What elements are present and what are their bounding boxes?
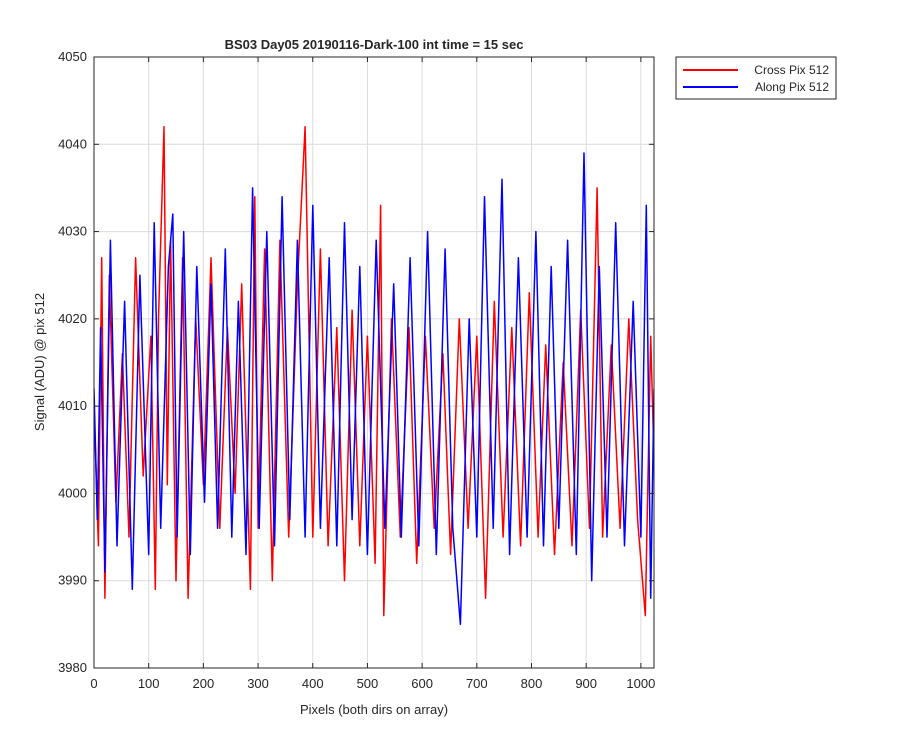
x-tick-label: 800 — [521, 676, 543, 691]
plot-area — [94, 126, 654, 626]
x-tick-label: 100 — [138, 676, 160, 691]
x-tick-label: 900 — [575, 676, 597, 691]
y-tick-label: 3990 — [58, 573, 87, 588]
legend-entries: Cross Pix 512 Along Pix 512 — [683, 63, 829, 94]
legend-box — [675, 56, 837, 100]
plot-background — [94, 57, 654, 668]
chart-title: BS03 Day05 20190116-Dark-100 int time = … — [225, 37, 524, 52]
series-line-2 — [94, 152, 654, 626]
x-tick-label: 400 — [302, 676, 324, 691]
y-axis: 3980 3990 4000 4010 4020 4030 4040 4050 — [58, 49, 654, 675]
x-tick-label: 1000 — [626, 676, 655, 691]
y-tick-label: 4040 — [58, 136, 87, 151]
x-tick-label: 600 — [411, 676, 433, 691]
y-tick-label: 4030 — [58, 224, 87, 239]
x-axis: 0 100 200 300 400 500 600 700 800 900 1000 — [90, 57, 655, 691]
legend[interactable]: Cross Pix 512 Along Pix 512 — [675, 56, 837, 100]
y-axis-label: Signal (ADU) @ pix 512 — [32, 293, 47, 431]
y-tick-label: 4050 — [58, 49, 87, 64]
y-tick-label: 4020 — [58, 311, 87, 326]
x-axis-label: Pixels (both dirs on array) — [300, 702, 448, 717]
plot-frame — [93, 56, 655, 669]
x-tick-label: 0 — [90, 676, 97, 691]
x-tick-label: 200 — [193, 676, 215, 691]
y-tick-label: 3980 — [58, 660, 87, 675]
x-tick-label: 300 — [247, 676, 269, 691]
series-line-1 — [94, 126, 654, 617]
legend-label-2: Along Pix 512 — [755, 80, 829, 94]
series-layer — [94, 126, 654, 626]
y-tick-label: 4010 — [58, 398, 87, 413]
legend-label-1: Cross Pix 512 — [754, 63, 829, 77]
x-tick-label: 500 — [357, 676, 379, 691]
y-tick-label: 4000 — [58, 485, 87, 500]
x-tick-label: 700 — [466, 676, 488, 691]
